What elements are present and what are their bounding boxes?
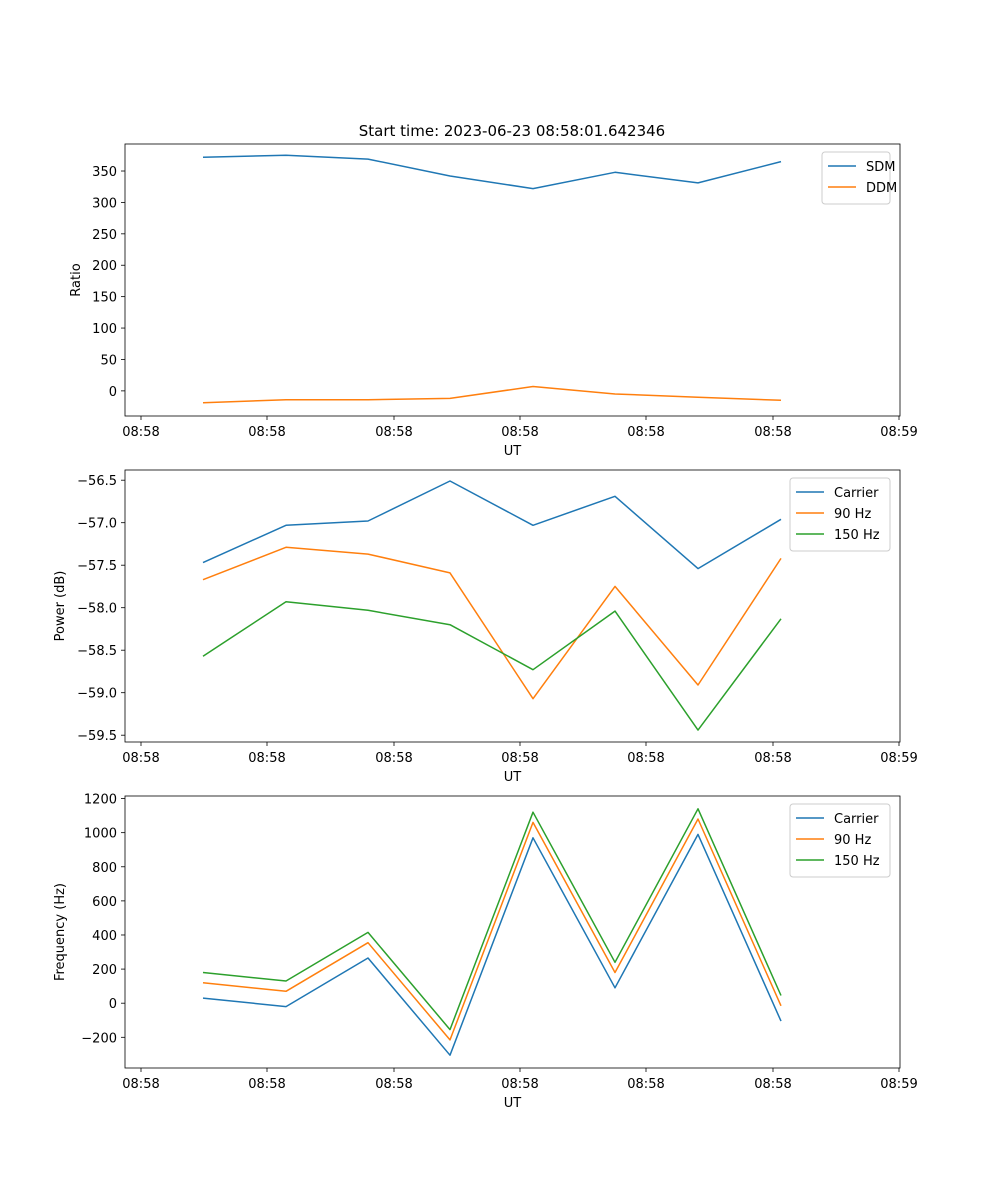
y-tick-label: 600 <box>92 895 117 910</box>
axes-frame <box>124 143 901 417</box>
y-tick-label: −59.5 <box>77 729 117 744</box>
legend-box <box>789 477 891 552</box>
x-tick-label: 08:59 <box>880 751 917 766</box>
x-tick-label: 08:59 <box>880 1077 917 1092</box>
legend-label: 150 Hz <box>834 854 880 869</box>
y-tick-label: −56.5 <box>77 474 117 489</box>
y-tick-label: 350 <box>92 165 117 180</box>
legend-label: Carrier <box>834 486 879 501</box>
series-line-150-hz <box>202 808 782 1031</box>
x-axis-label: UT <box>504 444 522 459</box>
x-tick-label: 08:58 <box>248 425 285 440</box>
y-tick-label: −59.0 <box>77 687 117 702</box>
x-tick-label: 08:58 <box>375 751 412 766</box>
axes-frame <box>124 795 901 1069</box>
y-tick-label: 0 <box>109 385 117 400</box>
x-tick-label: 08:58 <box>754 425 791 440</box>
x-tick-label: 08:58 <box>754 1077 791 1092</box>
x-tick-label: 08:58 <box>248 751 285 766</box>
y-tick-label: 100 <box>92 322 117 337</box>
axes-frame <box>124 469 901 743</box>
series-line-90-hz <box>202 546 782 700</box>
x-axis-label: UT <box>504 770 522 785</box>
legend-label: 90 Hz <box>834 833 871 848</box>
legend: Carrier 90 Hz 150 Hz <box>789 803 891 878</box>
series-line-carrier <box>202 833 782 1056</box>
y-tick-label: 150 <box>92 291 117 306</box>
legend-label: 150 Hz <box>834 528 880 543</box>
y-axis-label: Power (dB) <box>53 571 68 642</box>
series-line-sdm <box>202 154 782 190</box>
y-tick-label: 250 <box>92 228 117 243</box>
x-tick-label: 08:58 <box>122 751 159 766</box>
x-tick-label: 08:58 <box>501 751 538 766</box>
series-line-150-hz <box>202 601 782 731</box>
series-line-carrier <box>202 480 782 570</box>
x-tick-label: 08:58 <box>501 1077 538 1092</box>
legend: SDM DDM <box>821 151 897 205</box>
y-tick-label: 0 <box>109 997 117 1012</box>
y-tick-label: −200 <box>81 1031 117 1046</box>
x-tick-label: 08:58 <box>375 1077 412 1092</box>
x-tick-label: 08:58 <box>627 751 664 766</box>
x-axis-label: UT <box>504 1096 522 1111</box>
y-tick-label: 200 <box>92 259 117 274</box>
legend-label: SDM <box>866 160 895 175</box>
legend-box <box>789 803 891 878</box>
legend-label: DDM <box>866 181 897 196</box>
x-tick-label: 08:58 <box>501 425 538 440</box>
y-tick-label: −57.0 <box>77 517 117 532</box>
y-tick-label: −58.0 <box>77 602 117 617</box>
y-tick-label: 400 <box>92 929 117 944</box>
y-tick-label: 1000 <box>84 827 117 842</box>
x-tick-label: 08:58 <box>627 425 664 440</box>
legend-label: Carrier <box>834 812 879 827</box>
x-tick-label: 08:58 <box>627 1077 664 1092</box>
x-tick-label: 08:58 <box>754 751 791 766</box>
y-tick-label: 1200 <box>84 793 117 808</box>
y-tick-label: 50 <box>100 353 117 368</box>
series-line-90-hz <box>202 818 782 1041</box>
legend-label: 90 Hz <box>834 507 871 522</box>
y-tick-label: 200 <box>92 963 117 978</box>
y-tick-label: −57.5 <box>77 559 117 574</box>
y-tick-label: 300 <box>92 196 117 211</box>
x-tick-label: 08:58 <box>122 425 159 440</box>
y-tick-label: −58.5 <box>77 644 117 659</box>
series-line-ddm <box>202 385 782 404</box>
x-tick-label: 08:58 <box>122 1077 159 1092</box>
x-tick-label: 08:58 <box>248 1077 285 1092</box>
y-axis-label: Frequency (Hz) <box>53 883 68 981</box>
y-axis-label: Ratio <box>69 263 84 296</box>
legend-box <box>821 151 891 205</box>
power-panel: 08:58 08:58 08:58 08:58 08:58 08:58 08:59 UT −59… <box>53 469 918 785</box>
legend: Carrier 90 Hz 150 Hz <box>789 477 891 552</box>
ratio-panel: 08:58 08:58 08:58 08:58 08:58 08:58 08:59 UT 0 50… <box>69 143 918 459</box>
y-tick-label: 800 <box>92 861 117 876</box>
x-tick-label: 08:58 <box>375 425 412 440</box>
frequency-panel: 08:58 08:58 08:58 08:58 08:58 08:58 08:59 UT −20… <box>53 793 918 1111</box>
figure-title: Start time: 2023-06-23 08:58:01.642346 <box>359 122 665 140</box>
x-tick-label: 08:59 <box>880 425 917 440</box>
